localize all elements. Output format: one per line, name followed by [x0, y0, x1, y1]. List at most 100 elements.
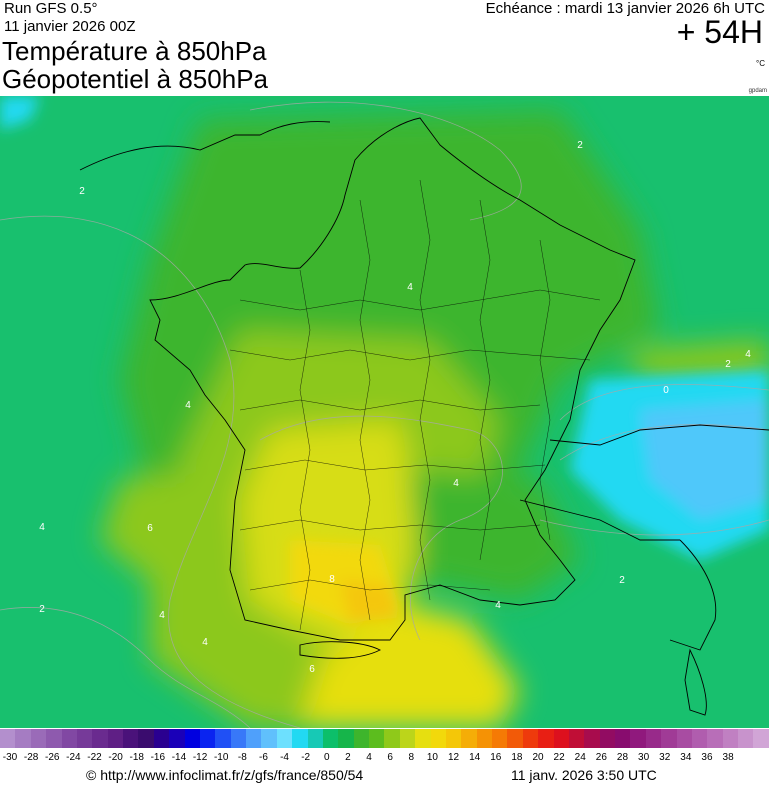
- colorbar-swatch: [492, 729, 508, 748]
- colorbar-tick-label: -2: [301, 752, 311, 763]
- colorbar-tick-label: 16: [490, 752, 502, 763]
- colorbar-swatch: [399, 729, 416, 748]
- colorbar-tick-label: -10: [213, 752, 229, 763]
- contour-label: 2: [39, 604, 45, 615]
- colorbar-swatch: [461, 729, 477, 748]
- contour-label: 4: [453, 478, 459, 489]
- unit-label: °C: [756, 59, 765, 68]
- colorbar-tick-label: -8: [237, 752, 247, 763]
- contour-label: 2: [725, 359, 731, 370]
- colorbar-swatch: [307, 729, 323, 748]
- colorbar-swatch: [184, 729, 200, 748]
- colorbar-swatch: [61, 729, 77, 748]
- contour-label: 2: [619, 575, 625, 586]
- department-borders: [229, 179, 601, 631]
- colorbar-swatch: [153, 729, 170, 748]
- colorbar-swatch: [738, 729, 754, 748]
- colorbar-tick-label: 34: [680, 752, 692, 763]
- colorbar-tick-label: -12: [192, 752, 208, 763]
- contour-label: 4: [185, 400, 191, 411]
- colorbar-swatch: [661, 729, 677, 748]
- generated-time-label: 11 janv. 2026 3:50 UTC: [511, 767, 657, 783]
- colorbar-tick-labels: -30 -28 -26 -24 -22 -20 -18 -16 -14 -12 -10 -8 -6 -4-…: [0, 752, 769, 766]
- contour-label: 6: [147, 523, 153, 534]
- lead-time-label: + 54H: [676, 14, 763, 50]
- contour-label: 4: [159, 610, 165, 621]
- contour-label: 0: [663, 385, 669, 396]
- source-url-label: © http://www.infoclimat.fr/z/gfs/france/…: [86, 767, 364, 783]
- colorbar-swatch: [199, 729, 216, 748]
- contour-label: 4: [202, 637, 208, 648]
- colorbar-tick-label: -28: [23, 752, 39, 763]
- run-date-label: 11 janvier 2026 00Z: [4, 18, 136, 35]
- colorbar-swatch: [676, 729, 692, 748]
- colorbar-tick-label: -18: [129, 752, 144, 763]
- colorbar-swatch: [691, 729, 708, 748]
- colorbar-swatch: [384, 729, 400, 748]
- colorbar-swatch: [645, 729, 662, 748]
- colorbar-tick-label: 4: [366, 752, 372, 763]
- colorbar-tick-label: 30: [638, 752, 650, 763]
- colorbar-tick-label: -16: [150, 752, 166, 763]
- temperature-colorbar: [0, 729, 769, 748]
- contour-label: 4: [745, 349, 751, 360]
- colorbar-tick-label: -24: [66, 752, 81, 763]
- colorbar-swatch: [138, 729, 154, 748]
- contour-label: 2: [79, 186, 85, 197]
- colorbar-tick-label: -22: [87, 752, 102, 763]
- colorbar-tick-label: 28: [616, 752, 629, 763]
- colorbar-tick-label: 10: [426, 752, 438, 763]
- contour-label: 4: [39, 522, 45, 533]
- colorbar-swatch: [338, 729, 354, 748]
- colorbar-swatch: [599, 729, 615, 748]
- colorbar-swatch: [15, 729, 31, 748]
- valid-time-label: Echéance : mardi 13 janvier 2026 6h UTC: [485, 0, 765, 17]
- colorbar-swatch: [123, 729, 139, 748]
- colorbar-tick-label: 14: [469, 752, 481, 763]
- colorbar-swatch: [46, 729, 62, 748]
- colorbar-tick-label: 0: [324, 752, 330, 763]
- colorbar-tick-label: -20: [108, 752, 123, 763]
- colorbar-tick-label: -14: [171, 752, 187, 763]
- colorbar-swatch: [630, 729, 646, 748]
- contour-label: 2: [577, 140, 583, 151]
- colorbar-tick-label: -4: [280, 752, 289, 763]
- colorbar-tick-label: 32: [659, 752, 671, 763]
- colorbar-tick-label: 2: [345, 752, 351, 763]
- colorbar-swatch: [615, 729, 631, 748]
- colorbar-tick-label: -6: [258, 752, 268, 763]
- colorbar-swatch: [415, 729, 431, 748]
- colorbar-swatch: [722, 729, 738, 748]
- colorbar-swatch: [522, 729, 539, 748]
- colorbar-swatch: [753, 729, 769, 748]
- colorbar-swatch: [353, 729, 369, 748]
- colorbar-swatch: [276, 729, 293, 748]
- colorbar-swatch: [30, 729, 47, 748]
- colorbar-swatch: [246, 729, 262, 748]
- colorbar-tick-label: 8: [408, 752, 415, 763]
- contour-label: 8: [329, 574, 335, 585]
- colorbar-tick-label: 6: [387, 752, 393, 763]
- temperature-map: 2 2 4 4 4 2 0 4 4 2 4 4 2 4 6 6 8: [0, 96, 769, 728]
- colorbar-swatch: [369, 729, 385, 748]
- colorbar-swatch: [553, 729, 569, 748]
- colorbar-tick-label: 36: [701, 752, 713, 763]
- colorbar-swatch: [0, 729, 16, 748]
- colorbar-swatch: [261, 729, 277, 748]
- colorbar-tick-label: 26: [595, 752, 607, 763]
- model-run-label: Run GFS 0.5°: [4, 0, 98, 17]
- map-title-temperature: Température à 850hPa: [2, 36, 267, 66]
- colorbar-swatch: [107, 729, 123, 748]
- colorbar-swatch: [76, 729, 93, 748]
- colorbar-tick-label: 24: [574, 752, 586, 763]
- colorbar-tick-label: 12: [447, 752, 460, 763]
- colorbar-swatch: [445, 729, 462, 748]
- coastline-borders: [79, 117, 769, 716]
- credit-label: gpdam: [748, 88, 767, 94]
- colorbar-tick-label: 22: [553, 752, 565, 763]
- colorbar-swatch: [584, 729, 600, 748]
- contour-label: 6: [309, 664, 315, 675]
- contour-label: 4: [407, 282, 413, 293]
- contour-label: 4: [495, 600, 501, 611]
- colorbar-swatch: [507, 729, 523, 748]
